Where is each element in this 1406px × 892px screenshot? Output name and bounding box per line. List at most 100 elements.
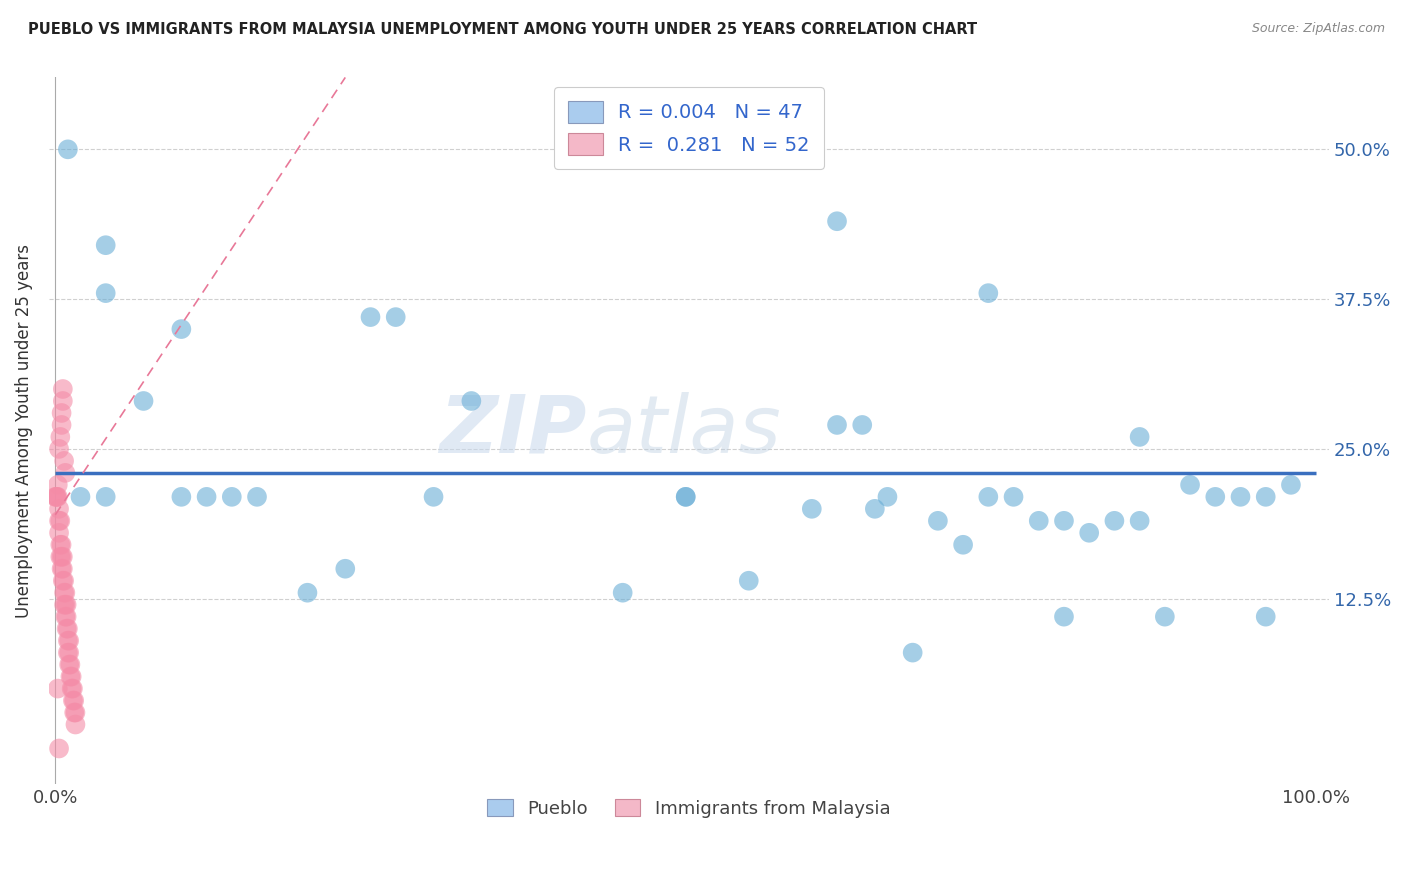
Point bbox=[460, 394, 482, 409]
Point bbox=[384, 310, 406, 324]
Point bbox=[58, 657, 80, 672]
Point bbox=[48, 514, 70, 528]
Point bbox=[901, 646, 924, 660]
Point bbox=[675, 490, 697, 504]
Point bbox=[49, 549, 72, 564]
Point bbox=[48, 501, 70, 516]
Point bbox=[1204, 490, 1226, 504]
Point bbox=[1279, 478, 1302, 492]
Legend: Pueblo, Immigrants from Malaysia: Pueblo, Immigrants from Malaysia bbox=[481, 792, 897, 825]
Point bbox=[952, 538, 974, 552]
Point bbox=[51, 406, 73, 420]
Point bbox=[195, 490, 218, 504]
Point bbox=[1078, 525, 1101, 540]
Point bbox=[49, 430, 72, 444]
Point bbox=[1254, 490, 1277, 504]
Point bbox=[927, 514, 949, 528]
Point bbox=[170, 322, 193, 336]
Point bbox=[58, 633, 80, 648]
Point bbox=[63, 706, 86, 720]
Point bbox=[53, 598, 76, 612]
Point bbox=[1254, 609, 1277, 624]
Point bbox=[53, 585, 76, 599]
Point bbox=[422, 490, 444, 504]
Point bbox=[56, 633, 79, 648]
Point bbox=[977, 490, 1000, 504]
Point bbox=[221, 490, 243, 504]
Point bbox=[53, 598, 76, 612]
Point bbox=[1129, 514, 1152, 528]
Point bbox=[62, 693, 84, 707]
Point bbox=[335, 562, 357, 576]
Y-axis label: Unemployment Among Youth under 25 years: Unemployment Among Youth under 25 years bbox=[15, 244, 32, 618]
Point bbox=[55, 609, 77, 624]
Point bbox=[49, 538, 72, 552]
Point bbox=[612, 585, 634, 599]
Point bbox=[800, 501, 823, 516]
Point bbox=[94, 238, 117, 252]
Point bbox=[132, 394, 155, 409]
Point bbox=[51, 562, 73, 576]
Point bbox=[1053, 609, 1076, 624]
Point bbox=[53, 609, 76, 624]
Point bbox=[56, 622, 79, 636]
Point bbox=[1229, 490, 1251, 504]
Point bbox=[44, 490, 66, 504]
Point bbox=[46, 478, 69, 492]
Point bbox=[56, 142, 79, 156]
Point bbox=[49, 514, 72, 528]
Point bbox=[53, 454, 76, 468]
Point bbox=[1104, 514, 1126, 528]
Point bbox=[59, 657, 82, 672]
Point bbox=[360, 310, 382, 324]
Point bbox=[863, 501, 886, 516]
Point bbox=[69, 490, 91, 504]
Point bbox=[55, 622, 77, 636]
Point bbox=[60, 681, 83, 696]
Point bbox=[94, 286, 117, 301]
Point bbox=[55, 598, 77, 612]
Point bbox=[876, 490, 898, 504]
Point bbox=[59, 670, 82, 684]
Point bbox=[48, 525, 70, 540]
Point bbox=[1178, 478, 1201, 492]
Point bbox=[1028, 514, 1050, 528]
Point bbox=[1053, 514, 1076, 528]
Point bbox=[825, 214, 848, 228]
Point bbox=[51, 549, 73, 564]
Point bbox=[58, 646, 80, 660]
Point bbox=[738, 574, 761, 588]
Point bbox=[1002, 490, 1025, 504]
Text: atlas: atlas bbox=[586, 392, 782, 470]
Point bbox=[46, 681, 69, 696]
Point bbox=[65, 717, 87, 731]
Point bbox=[53, 466, 76, 480]
Point bbox=[45, 490, 67, 504]
Point bbox=[48, 442, 70, 456]
Point bbox=[246, 490, 269, 504]
Point bbox=[46, 490, 69, 504]
Point bbox=[60, 670, 83, 684]
Point bbox=[63, 693, 86, 707]
Point bbox=[170, 490, 193, 504]
Point bbox=[1129, 430, 1152, 444]
Point bbox=[1153, 609, 1175, 624]
Point bbox=[94, 490, 117, 504]
Point bbox=[825, 417, 848, 432]
Point bbox=[52, 394, 75, 409]
Point bbox=[675, 490, 697, 504]
Point bbox=[48, 741, 70, 756]
Point bbox=[53, 585, 76, 599]
Point bbox=[52, 574, 75, 588]
Point bbox=[52, 549, 75, 564]
Point bbox=[62, 681, 84, 696]
Point bbox=[851, 417, 873, 432]
Point bbox=[297, 585, 319, 599]
Text: PUEBLO VS IMMIGRANTS FROM MALAYSIA UNEMPLOYMENT AMONG YOUTH UNDER 25 YEARS CORRE: PUEBLO VS IMMIGRANTS FROM MALAYSIA UNEMP… bbox=[28, 22, 977, 37]
Point bbox=[51, 538, 73, 552]
Point bbox=[977, 286, 1000, 301]
Point bbox=[65, 706, 87, 720]
Point bbox=[52, 382, 75, 396]
Point bbox=[45, 490, 67, 504]
Point bbox=[56, 646, 79, 660]
